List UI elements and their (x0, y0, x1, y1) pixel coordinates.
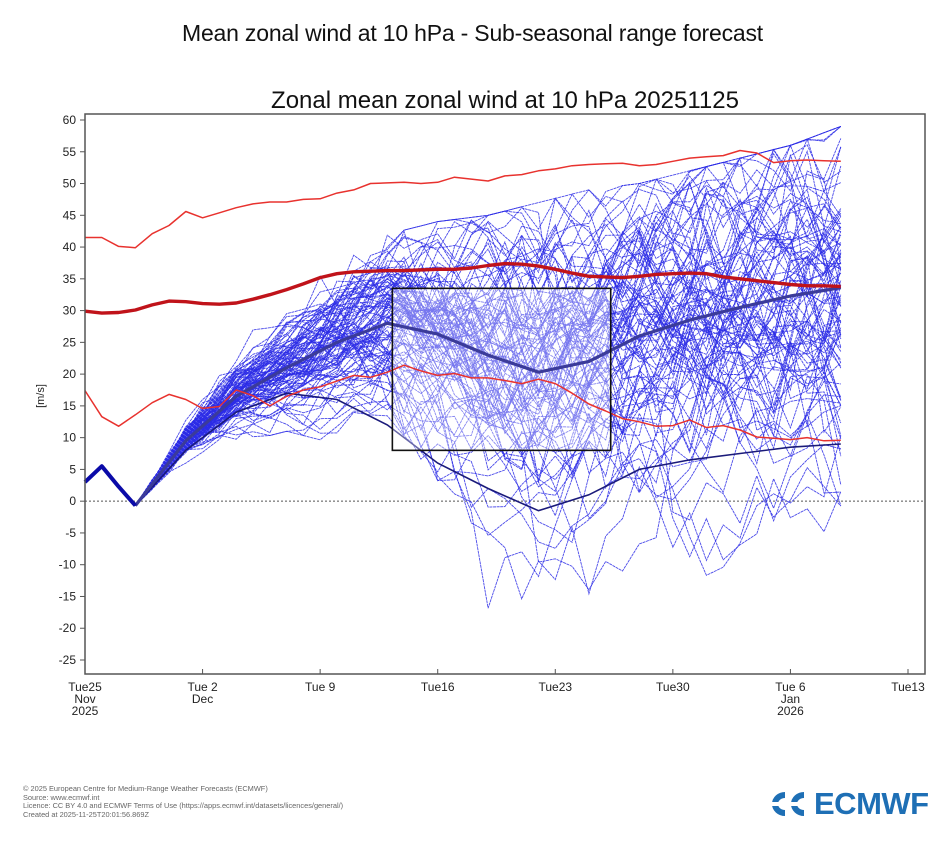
ensemble-member-line (135, 146, 842, 506)
y-tick-label: 30 (63, 304, 77, 318)
ensemble-member-line (135, 275, 842, 506)
ensemble-member-line (135, 240, 841, 506)
x-tick-label: Tue16 (421, 680, 455, 694)
y-tick-label: 25 (63, 335, 77, 349)
ensemble-member-line (135, 182, 841, 506)
ensemble-member-line (135, 221, 842, 506)
ensemble-member-line (135, 265, 842, 506)
ensemble-mean-line (134, 286, 842, 507)
ensemble-member-line (135, 323, 842, 561)
x-tick-label: Tue 6 (775, 680, 806, 694)
ecmwf-logo: ECMWF (760, 786, 929, 822)
analysis-line (83, 464, 137, 507)
y-tick-label: -15 (59, 589, 77, 603)
climatology-minimum-line (84, 364, 841, 442)
ensemble-member-line (135, 206, 842, 506)
ensemble-member-line (135, 286, 842, 506)
y-tick-label: -25 (59, 653, 77, 667)
ensemble-member-line (135, 278, 842, 506)
page-title: Mean zonal wind at 10 hPa - Sub-seasonal… (182, 20, 763, 46)
ensemble-member-line (135, 283, 842, 506)
ecmwf-logo-text: ECMWF (814, 786, 929, 821)
y-tick-label: 45 (63, 208, 77, 222)
ensemble-member-line (135, 259, 842, 506)
chart-title: Zonal mean zonal wind at 10 hPa 20251125 (271, 87, 739, 114)
y-tick-label: 35 (63, 272, 77, 286)
y-tick-label: 60 (63, 113, 77, 127)
ensemble-members (83, 125, 842, 609)
x-tick-label: Tue 9 (305, 680, 336, 694)
ensemble-member-line (135, 146, 842, 506)
highlight-box-fill (392, 288, 611, 451)
ensemble-member-line (135, 284, 842, 609)
y-tick-label: -5 (65, 526, 76, 540)
plot-frame (84, 113, 926, 675)
ensemble-member-line (135, 173, 842, 506)
zonal-wind-chart: Zonal mean zonal wind at 10 hPa 20251125… (35, 87, 926, 718)
y-axis-label: [m/s] (35, 384, 47, 408)
ensemble-member-line (135, 197, 842, 506)
ensemble-member-line (135, 240, 842, 506)
x-tick-label: Tue25 (68, 680, 102, 694)
ecmwf-logo-icon (762, 792, 805, 816)
control-member-line (134, 392, 841, 512)
ensemble-member-line (135, 184, 842, 506)
ensemble-member-line (135, 233, 842, 506)
ensemble-member-line (135, 335, 841, 506)
y-tick-label: -10 (59, 558, 77, 572)
ensemble-member-line (135, 242, 842, 506)
ensemble-member-line (135, 301, 842, 506)
footer-credits: © 2025 European Centre for Medium-Range … (23, 784, 344, 819)
x-tick-label: Tue13 (891, 680, 925, 694)
y-tick-label: 40 (63, 240, 77, 254)
y-tick-label: 50 (63, 177, 77, 191)
x-tick-label: 2025 (72, 704, 99, 718)
ensemble-member-line (135, 180, 842, 506)
footer-copyright: © 2025 European Centre for Medium-Range … (23, 784, 268, 793)
ensemble-member-line (135, 305, 841, 506)
y-tick-label: 15 (63, 399, 77, 413)
y-tick-label: 0 (69, 494, 76, 508)
ensemble-member-line (135, 281, 841, 506)
x-tick-label: Jan (781, 692, 800, 706)
footer-created: Created at 2025-11-25T20:01:56.869Z (23, 809, 150, 819)
x-tick-label: Dec (192, 692, 213, 706)
x-tick-label: Tue30 (656, 680, 690, 694)
highlight-box (391, 287, 612, 452)
climatology-maximum-line (85, 149, 841, 249)
footer-source: Source: www.ecmwf.int (23, 792, 100, 802)
ensemble-member-line (135, 241, 842, 506)
x-tick-label: Nov (74, 692, 95, 706)
y-tick-label: 20 (63, 367, 77, 381)
ensemble-member-line (135, 208, 842, 506)
ensemble-member-line (135, 253, 842, 506)
x-tick-label: Tue23 (538, 680, 572, 694)
x-tick-label: 2026 (777, 704, 804, 718)
y-tick-label: -20 (59, 621, 77, 635)
ensemble-member-line (135, 274, 842, 506)
x-tick-label: Tue 2 (187, 680, 218, 694)
ensemble-member-line (135, 260, 842, 506)
y-tick-label: 5 (69, 462, 76, 476)
ensemble-member-line (135, 289, 842, 506)
ensemble-member-line (135, 200, 842, 506)
footer-licence: Licence: CC BY 4.0 and ECMWF Terms of Us… (23, 801, 344, 811)
ensemble-member-line (135, 125, 841, 506)
y-tick-label: 55 (63, 145, 77, 159)
ensemble-member-line (135, 154, 841, 506)
climatology-mean-line (84, 261, 841, 315)
y-tick-label: 10 (63, 431, 77, 445)
